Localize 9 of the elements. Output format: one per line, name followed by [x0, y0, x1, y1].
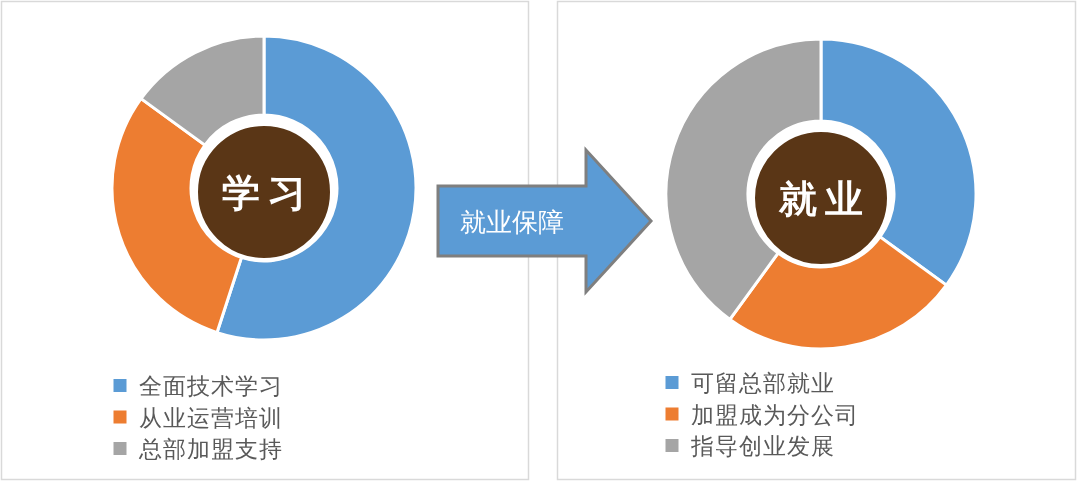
- legend-label: 全面技术学习: [138, 373, 283, 399]
- text: 就业: [778, 177, 871, 221]
- text: 学习: [222, 171, 314, 215]
- legend-label: 从业运营培训: [138, 404, 283, 431]
- legend-label: 指导创业发展: [689, 433, 835, 459]
- legend-label: 总部加盟支持: [137, 436, 283, 462]
- legend-label: 可留总部就业: [690, 370, 835, 396]
- text: 就业保障: [460, 207, 564, 237]
- legend-label: 加盟成为分公司: [690, 401, 859, 428]
